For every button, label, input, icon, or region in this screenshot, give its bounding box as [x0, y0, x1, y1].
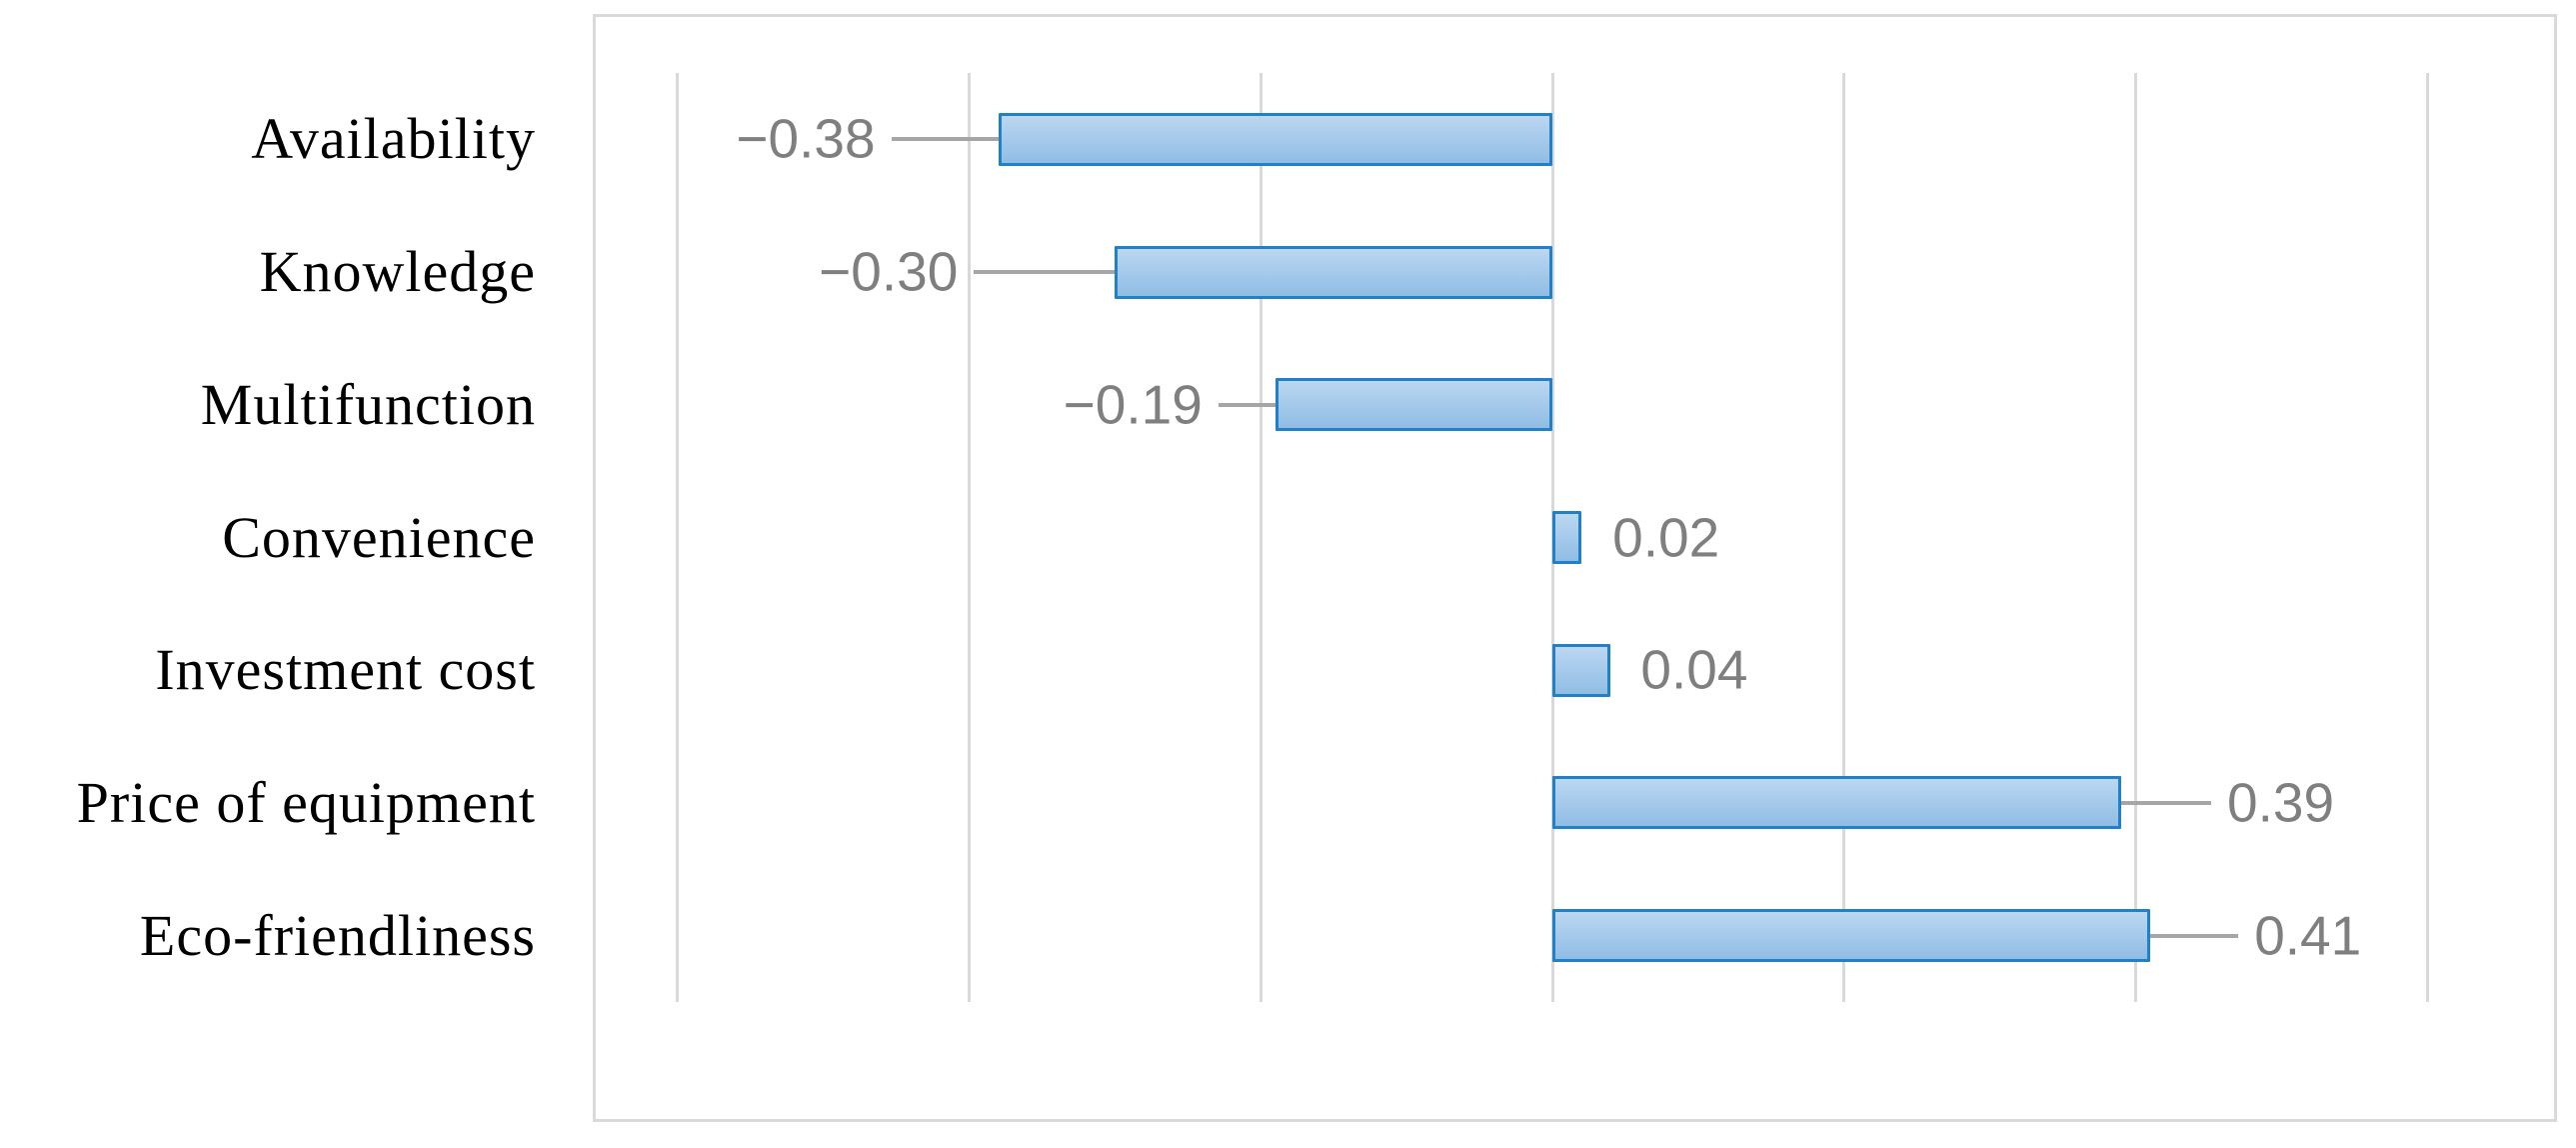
bar-availability [998, 112, 1552, 166]
category-label-investment-cost: Investment cost [155, 637, 536, 703]
bar-price-of-equipment [1552, 776, 2121, 830]
category-label-price-of-equipment: Price of equipment [76, 769, 536, 835]
vertical-gridline [1842, 73, 1846, 1002]
bar-multifunction [1275, 378, 1552, 432]
data-label-multifunction: −0.19 [1063, 373, 1203, 436]
data-label-knowledge: −0.30 [819, 240, 959, 303]
category-label-availability: Availability [251, 106, 536, 172]
data-label-eco-friendliness: 0.41 [2254, 904, 2362, 967]
vertical-gridline [1259, 73, 1263, 1002]
bar-eco-friendliness [1552, 909, 2151, 963]
data-label-convenience: 0.02 [1612, 506, 1720, 568]
leader-line-availability [891, 137, 999, 142]
category-label-knowledge: Knowledge [259, 239, 536, 305]
leader-line-eco-friendliness [2150, 933, 2239, 938]
leader-line-price-of-equipment [2121, 800, 2211, 805]
vertical-gridline [967, 73, 971, 1002]
category-label-convenience: Convenience [222, 504, 536, 570]
vertical-gridline [676, 73, 680, 1002]
data-label-price-of-equipment: 0.39 [2227, 771, 2335, 834]
data-label-availability: −0.38 [736, 107, 876, 170]
category-label-multifunction: Multifunction [200, 371, 536, 437]
leader-line-knowledge [974, 270, 1116, 275]
vertical-gridline [2425, 73, 2429, 1002]
bar-knowledge [1115, 245, 1552, 299]
category-label-eco-friendliness: Eco-friendliness [139, 902, 536, 968]
data-label-investment-cost: 0.04 [1640, 638, 1748, 701]
bar-investment-cost [1552, 643, 1611, 697]
vertical-gridline [2134, 73, 2138, 1002]
leader-line-multifunction [1218, 402, 1276, 407]
bar-convenience [1552, 511, 1582, 564]
